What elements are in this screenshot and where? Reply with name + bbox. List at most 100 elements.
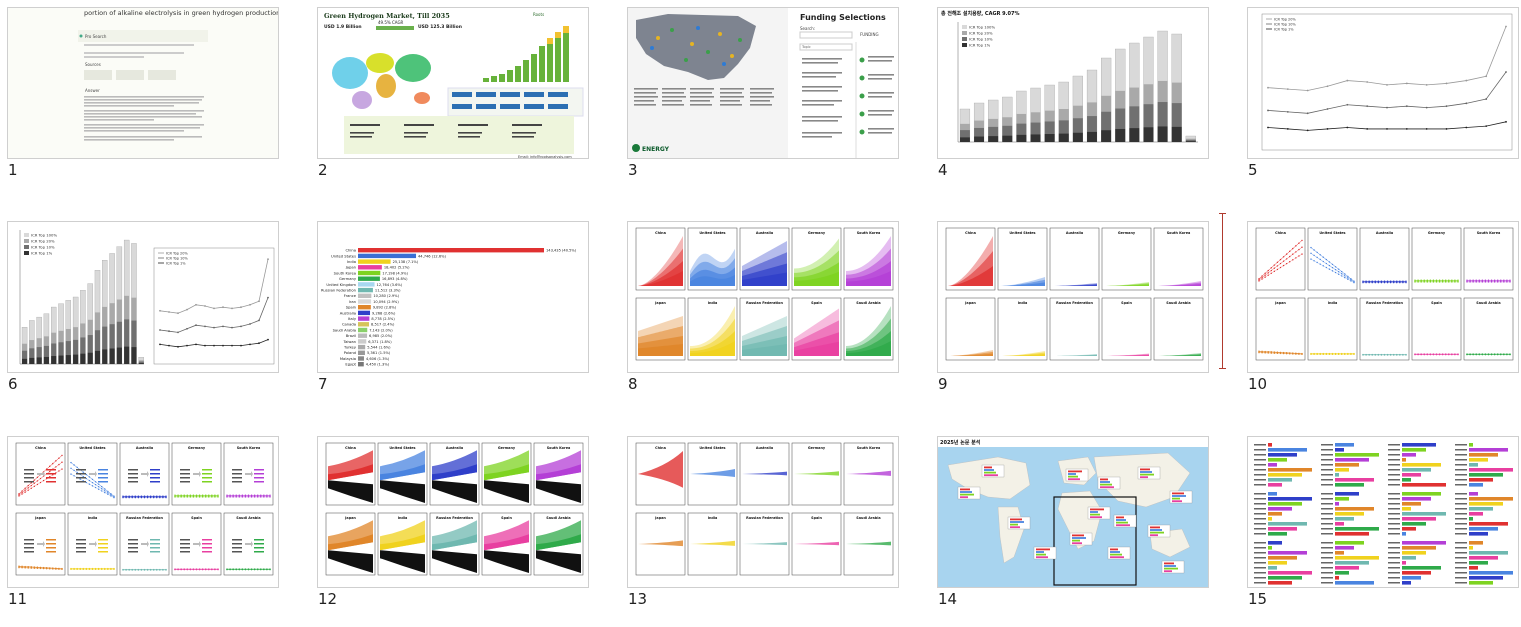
thumbnail-2[interactable]: Green Hydrogen Market, Till 2035 Roots U… [317,7,597,182]
callout-bar [1150,526,1160,529]
search-input[interactable] [799,31,853,39]
map-title: 2025년 논문 분석 [940,439,981,446]
panel-title: Saudi Arabia [856,301,881,305]
partner-label [1388,484,1400,486]
thumbnail-7[interactable]: China 143,435 (40.5%) United States 44,746 … [317,221,597,396]
partner-bar [1268,448,1307,452]
thumbnail-11[interactable]: China United States Australia Germany South … [7,436,287,611]
bar [138,361,144,364]
annotation-text [202,539,212,541]
partner-bar [1335,532,1369,536]
bar [1101,111,1112,142]
annotation-text [24,539,34,541]
annotation-text [150,543,160,545]
partner-label [1321,542,1333,544]
legend-label: ICR Top 10% [31,245,55,250]
partner-bar [1469,522,1508,526]
partner-bar [1268,463,1277,467]
thumbnail-5[interactable]: ICR Top 20% ICR Top 10% ICR Top 1% 5 [1247,7,1521,182]
bar [1016,123,1027,142]
thumbnail-number: 2 [318,161,328,179]
bar [1087,116,1097,142]
partner-label [1388,572,1400,574]
topic-select[interactable] [799,43,853,51]
bar [43,345,49,364]
partner-label [1455,557,1467,559]
thumbnail-13[interactable]: China United States Australia Germany South … [627,436,907,611]
value-label: 12,764 (3.6%) [377,283,403,287]
thumbnail-15[interactable]: 15 [1247,436,1521,611]
callout-bar [1072,539,1080,542]
partner-bar [1268,556,1297,560]
partner-label [1321,503,1333,505]
thumbnail-6[interactable]: ICR Top 100% ICR Top 20% ICR Top 10% ICR To… [7,221,287,396]
partner-bar [1268,483,1282,487]
callout-bar [1116,519,1126,521]
annotation-text [76,473,86,475]
value-label: 16,893 (4.8%) [382,277,408,281]
partner-bar [1402,561,1406,565]
legend-swatch [24,245,29,249]
partner-label [1254,518,1266,520]
partner-label [1321,484,1333,486]
country-bar [358,305,371,310]
thumbnail-12[interactable]: China United States Australia Germany South … [317,436,597,611]
partner-bar [1335,483,1364,487]
country-label: France [344,294,357,298]
stream-band [690,469,735,477]
partner-label [1254,449,1266,451]
thumbnail-number: 7 [318,375,328,393]
callout-bar [1010,518,1022,521]
series-line [1310,258,1355,283]
partner-bar [1469,566,1478,570]
bar [73,354,79,364]
thumbnail-1[interactable]: portion of alkaline electrolysis in gree… [7,7,287,182]
thumbnail-3[interactable]: ENERGY Funding Selections Search: FUNDIN… [627,7,907,182]
thumbnail-9[interactable]: China United States Australia Germany South … [937,221,1217,396]
bar [65,355,71,364]
thumbnail-image: China United States Australia Germany South … [7,436,279,588]
thumbnail-8[interactable]: China United States Australia Germany South … [627,221,907,396]
bar [124,319,130,364]
partner-label [1388,528,1400,530]
thumbnail-14[interactable]: 2025년 논문 분석 14 [937,436,1217,611]
partner-label [1321,552,1333,554]
country-bar [358,248,544,253]
annotation-text [98,481,108,483]
bar [1058,133,1069,142]
callout-bar [960,493,974,496]
bar [131,347,137,364]
partner-label [1388,552,1400,554]
panel-frame [1101,227,1152,291]
value-label: 4,450 (1.3%) [366,363,390,367]
partner-label [1455,582,1467,584]
area-layer [1000,282,1045,286]
partner-bar [1335,522,1344,526]
search-answer-preview: portion of alkaline electrolysis in gree… [78,9,278,141]
callout-bar [984,474,998,477]
panel-frame [1049,297,1100,361]
area-layer [690,274,735,286]
area-layer [380,464,425,481]
world-map-preview: 2025년 논문 분석 [938,437,1208,586]
thumbnail-number: 12 [318,590,338,608]
stat-cagr: 49.5% CAGR [378,20,404,25]
arrow-icon [37,471,45,477]
partner-label [1455,572,1467,574]
partner-bar [1335,458,1369,462]
callout-bar [1072,534,1084,537]
partner-label [1455,577,1467,579]
chart-title: 총 전해조 설치용량, CAGR 9.07% [941,10,1020,17]
infographic-footer: Email: info@rootsanalysis.com [518,155,572,159]
thumbnail-10[interactable]: China United States Australia Germany South … [1247,221,1521,396]
thumbnail-4[interactable]: 총 전해조 설치용량, CAGR 9.07% ICR Top 100% ICR T… [937,7,1217,182]
thumbnail-number: 10 [1248,375,1268,393]
panel-frame [1307,297,1358,361]
partner-label [1388,503,1400,505]
partner-label [1455,533,1467,535]
partner-bar [1469,556,1498,560]
thumbnail-image [1247,436,1519,588]
partner-label [1455,518,1467,520]
panel-title: Russian Federation [436,516,473,520]
bar [124,346,130,364]
